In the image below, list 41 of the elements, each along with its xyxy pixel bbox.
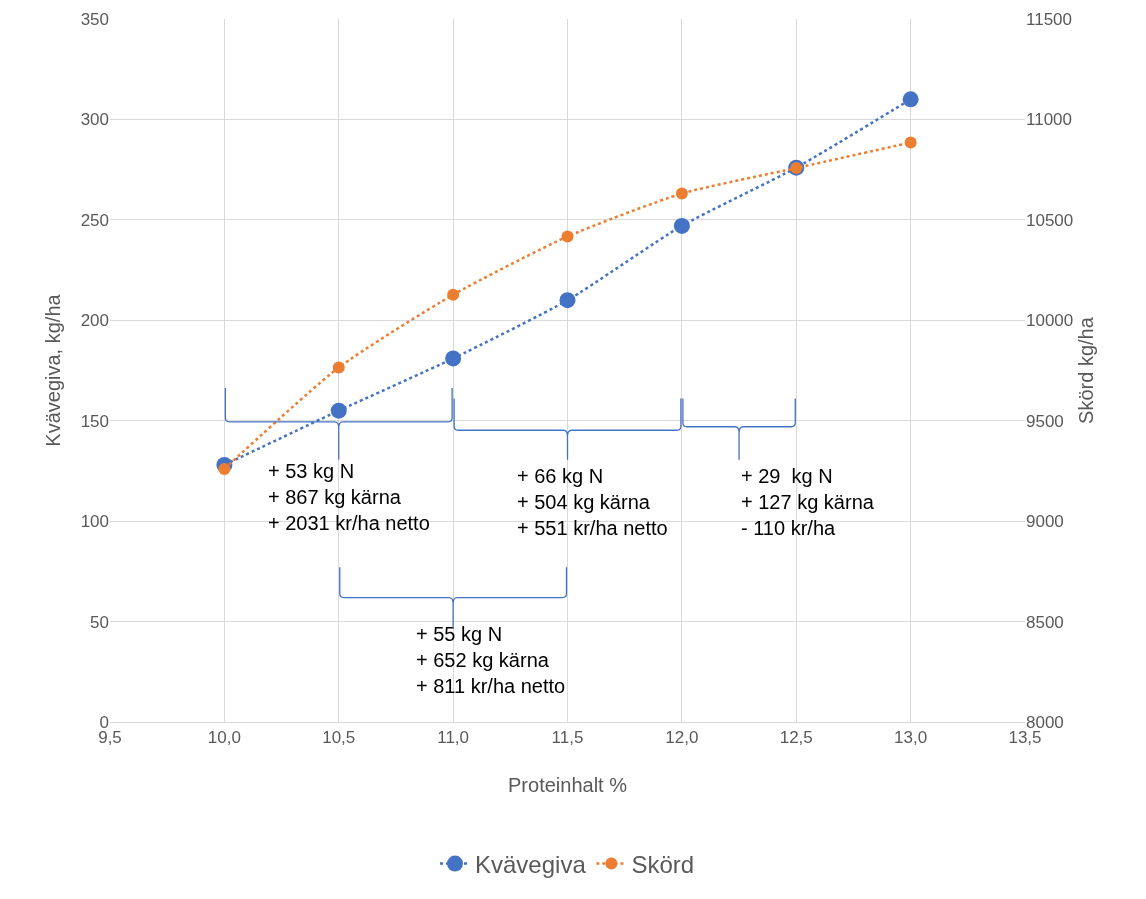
y-tick-label: 250: [80, 210, 109, 230]
y-tick-label: 100: [80, 512, 109, 532]
y-tick-label: 200: [80, 311, 109, 331]
x-tick-label: 10,5: [322, 728, 356, 748]
x-tick-label: 13,0: [894, 728, 928, 748]
y2-tick-label: 9500: [1026, 411, 1064, 431]
y-tick-label: 50: [90, 612, 109, 632]
y2-tick-label: 11000: [1026, 110, 1073, 130]
annotation: + 53 kg N + 867 kg kärna + 2031 kr/ha netto: [268, 460, 430, 534]
point: [561, 230, 574, 243]
y2-tick-label: 11500: [1026, 9, 1073, 29]
x-tick-label: 11,0: [437, 728, 470, 748]
point: [445, 350, 462, 367]
x-tick-label: 11,5: [551, 728, 584, 748]
y2-tick-label: 8500: [1026, 612, 1064, 632]
y2-tick-label: 10000: [1026, 311, 1074, 331]
annotation: + 55 kg N + 652 kg kärna + 811 kr/ha netto: [416, 623, 566, 697]
annotation: + 29 kg N + 127 kg kärna - 110 kr/ha: [741, 465, 875, 539]
legend-label: Skörd: [631, 850, 695, 878]
x-axis-title: Proteinhalt %: [508, 774, 628, 796]
y2-tick-label: 10500: [1026, 210, 1074, 230]
point: [218, 462, 231, 475]
y-tick-label: 350: [80, 9, 109, 29]
y-tick-label: 150: [80, 411, 109, 431]
point: [902, 91, 919, 108]
y2-tick-label: 9000: [1026, 512, 1064, 532]
x-tick-label: 12,0: [665, 728, 699, 748]
point: [447, 288, 460, 301]
point: [904, 136, 917, 149]
x-tick-label: 12,5: [779, 728, 813, 748]
point: [332, 361, 345, 374]
point: [673, 217, 690, 234]
point: [330, 402, 347, 419]
x-tick-label: 10,0: [207, 728, 241, 748]
annotation: + 66 kg N + 504 kg kärna + 551 kr/ha netto: [517, 465, 668, 539]
y-tick-label: 300: [80, 110, 109, 130]
y-axis-title: Kvävegiva, kg/ha: [42, 293, 64, 447]
y2-axis-title: Skörd kg/ha: [1075, 316, 1098, 424]
legend-label: Kvävegiva: [475, 850, 587, 878]
point: [675, 187, 688, 200]
point: [559, 292, 576, 309]
